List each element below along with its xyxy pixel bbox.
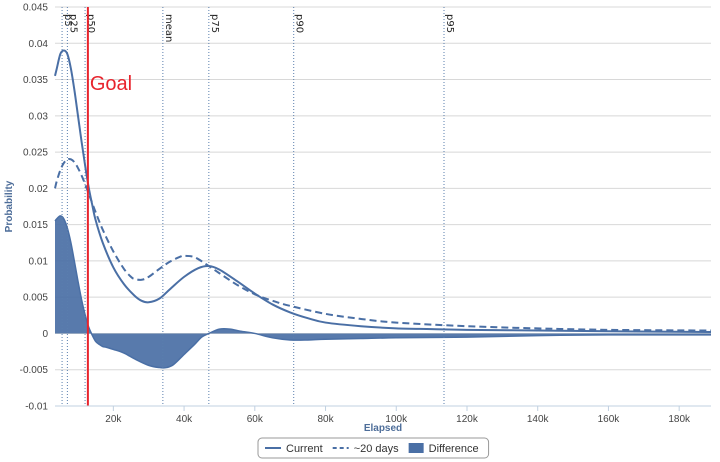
y-tick-label: 0.015 — [23, 220, 48, 231]
y-axis-title: Probability — [4, 180, 15, 232]
percentile-label-p90: p90 — [294, 14, 305, 33]
percentile-label-p5: p5 — [62, 14, 73, 27]
series-line-0 — [54, 49, 712, 333]
y-tick-label: -0.01 — [25, 402, 48, 413]
legend-item-1[interactable]: ~20 days — [354, 443, 399, 455]
y-tick-label: -0.005 — [20, 365, 49, 376]
x-tick-label: 140k — [527, 414, 550, 425]
y-tick-label: 0.005 — [23, 293, 48, 304]
y-tick-label: 0.03 — [29, 111, 49, 122]
series-lines-layer — [54, 49, 712, 333]
difference-outline — [54, 215, 712, 369]
percentile-label-p25: p25 — [67, 14, 78, 33]
series-line-1 — [54, 157, 712, 332]
x-tick-label: 80k — [317, 414, 334, 425]
x-tick-label: 20k — [105, 414, 122, 425]
legend-item-0[interactable]: Current — [286, 443, 323, 455]
legend-box — [257, 437, 490, 459]
x-tick-label: 60k — [247, 414, 264, 425]
y-tick-label: 0 — [42, 329, 48, 340]
x-tick-label: 100k — [385, 414, 408, 425]
percentile-label-p50: p50 — [85, 14, 96, 33]
percentile-label-mean: mean — [163, 14, 174, 42]
legend-item-2[interactable]: Difference — [429, 443, 479, 455]
y-tick-label: 0.02 — [29, 184, 49, 195]
y-tick-label: 0.01 — [29, 256, 49, 267]
legend[interactable]: Current ~20 days Difference — [257, 437, 490, 459]
goal-marker-layer: Goal — [86, 7, 132, 406]
difference-area — [55, 215, 711, 368]
x-tick-label: 160k — [598, 414, 621, 425]
difference-area-layer — [54, 215, 712, 369]
percentile-label-p95: p95 — [444, 14, 455, 33]
y-tick-label: 0.035 — [23, 75, 48, 86]
y-tick-label: 0.045 — [23, 3, 48, 14]
x-tick-label: 40k — [176, 414, 193, 425]
y-tick-label: 0.025 — [23, 148, 48, 159]
axis-layer: -0.01 -0.005 0 0.005 0.01 0.015 0.02 0.025 0.03 0… — [4, 3, 711, 434]
x-tick-label: 120k — [456, 414, 479, 425]
legend-symbol-2[interactable] — [408, 443, 424, 453]
goal-label: Goal — [90, 73, 132, 95]
percentile-label-p75: p75 — [209, 14, 220, 33]
x-axis-title: Elapsed — [364, 423, 402, 434]
y-tick-label: 0.04 — [29, 39, 49, 50]
x-tick-label: 180k — [668, 414, 691, 425]
